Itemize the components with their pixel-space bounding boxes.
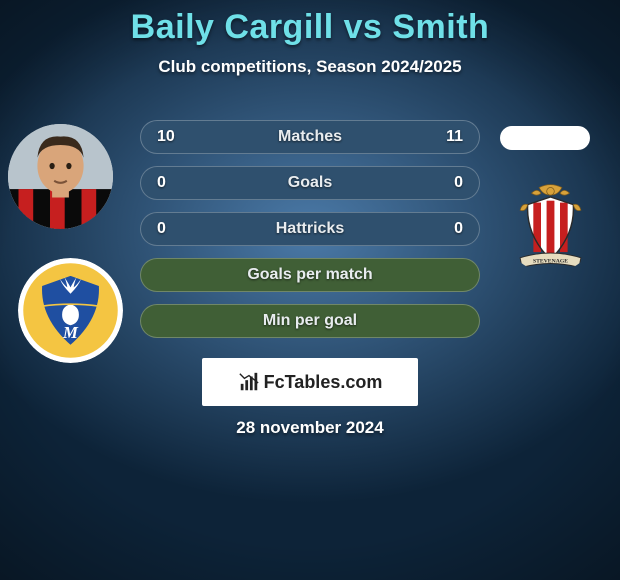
stat-label: Hattricks	[187, 220, 433, 238]
club-badge-right: STEVENAGE	[503, 178, 598, 273]
svg-text:STEVENAGE: STEVENAGE	[533, 259, 568, 265]
page-subtitle: Club competitions, Season 2024/2025	[0, 57, 620, 77]
club-badge-left: M	[18, 258, 123, 363]
stat-label: Goals	[187, 174, 433, 192]
club-badge-right-svg: STEVENAGE	[503, 178, 598, 273]
stat-row-matches: 10 Matches 11	[140, 120, 480, 154]
stat-right-value: 0	[433, 174, 463, 192]
stat-left-value: 10	[157, 128, 187, 146]
footer-brand-text: FcTables.com	[264, 372, 383, 393]
club-badge-left-svg: M	[18, 258, 123, 363]
date-text: 28 november 2024	[0, 418, 620, 438]
stat-row-goals-per-match: Goals per match	[140, 258, 480, 292]
stat-label: Goals per match	[187, 266, 433, 284]
stat-right-value: 11	[433, 128, 463, 146]
player-right-placeholder	[500, 126, 590, 150]
player-left-avatar-svg	[8, 124, 113, 229]
page-title: Baily Cargill vs Smith	[0, 0, 620, 47]
stat-row-hattricks: 0 Hattricks 0	[140, 212, 480, 246]
stat-row-min-per-goal: Min per goal	[140, 304, 480, 338]
footer-brand-badge: FcTables.com	[202, 358, 418, 406]
content-root: Baily Cargill vs Smith Club competitions…	[0, 0, 620, 580]
stats-table: 10 Matches 11 0 Goals 0 0 Hattricks 0 Go…	[140, 120, 480, 350]
player-left-avatar	[8, 124, 113, 229]
stat-row-goals: 0 Goals 0	[140, 166, 480, 200]
stat-label: Matches	[187, 128, 433, 146]
stat-left-value: 0	[157, 220, 187, 238]
stat-right-value: 0	[433, 220, 463, 238]
stat-label: Min per goal	[187, 312, 433, 330]
bar-chart-icon	[238, 371, 260, 393]
svg-text:M: M	[62, 323, 79, 342]
stat-left-value: 0	[157, 174, 187, 192]
